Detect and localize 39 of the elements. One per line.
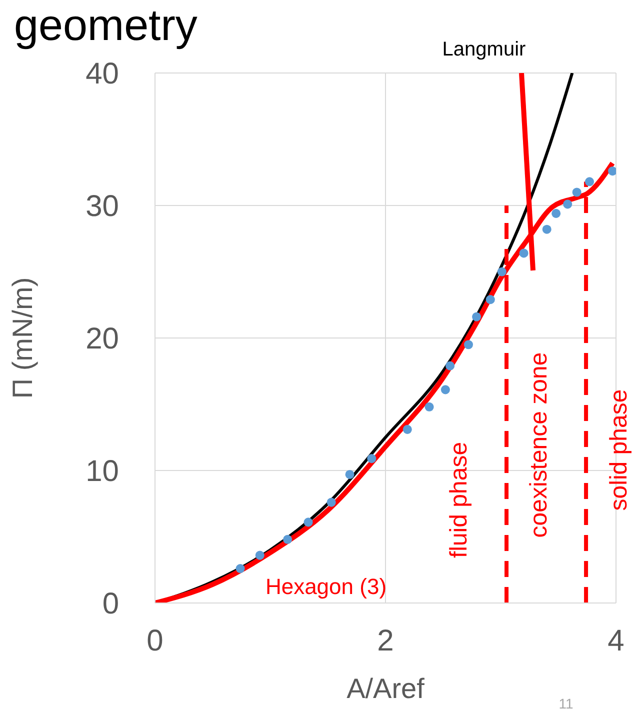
- point: [424, 402, 434, 412]
- point: [584, 177, 594, 186]
- text: Langmuir: [442, 38, 526, 60]
- text: 11: [558, 696, 574, 712]
- y-axis-title: Π (mN/m): [6, 277, 38, 399]
- annotation: solid phase: [605, 389, 632, 511]
- point: [497, 267, 506, 276]
- annotation: coexistence zone: [525, 352, 552, 538]
- point: [446, 361, 455, 370]
- point: [345, 470, 354, 479]
- annotation: Hexagon (3): [265, 574, 387, 599]
- y-tick-label: 0: [102, 588, 119, 621]
- point: [608, 166, 616, 176]
- annotation: fluid phase: [445, 442, 472, 558]
- x-tick-label: 4: [608, 624, 624, 658]
- point: [255, 550, 264, 560]
- chart-title: geometry: [14, 0, 198, 52]
- point: [464, 340, 473, 350]
- x-tick-label: 2: [377, 624, 394, 658]
- point: [402, 424, 412, 434]
- point: [552, 208, 561, 218]
- y-tick-label: 40: [86, 58, 119, 91]
- y-tick-label: 30: [86, 190, 119, 224]
- point: [572, 188, 582, 197]
- point: [304, 518, 313, 527]
- point: [440, 385, 450, 394]
- point: [326, 498, 336, 507]
- point: [486, 295, 495, 304]
- point: [563, 200, 572, 209]
- y-tick-label: 10: [86, 455, 119, 488]
- point: [236, 564, 245, 574]
- point: [542, 224, 552, 234]
- y-tick-label: 20: [86, 322, 119, 356]
- x-axis-title: A/Aref: [346, 673, 425, 704]
- point: [283, 534, 292, 544]
- point: [472, 312, 482, 322]
- point: [519, 248, 528, 258]
- x-tick-label: 0: [146, 624, 164, 658]
- point: [367, 454, 376, 464]
